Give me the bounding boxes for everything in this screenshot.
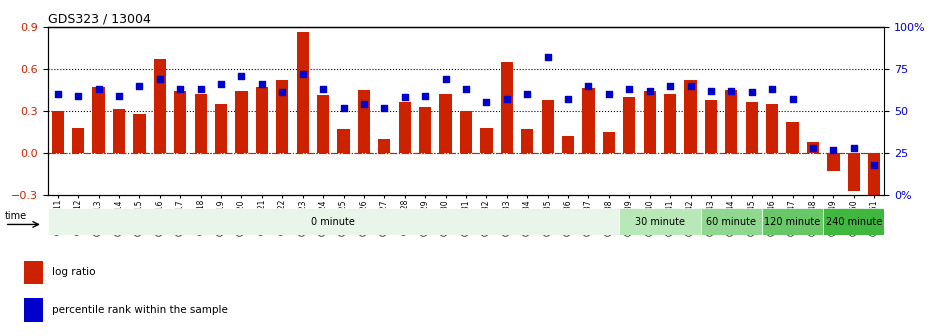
Bar: [398, 102, 411, 153]
Point: [295, 71, 310, 77]
Point: [744, 90, 759, 95]
Bar: [847, 153, 860, 191]
Bar: [358, 90, 370, 153]
Point: [663, 83, 678, 88]
Bar: [582, 88, 594, 153]
Bar: [72, 128, 85, 153]
Point: [765, 86, 780, 92]
Point: [213, 81, 228, 87]
Point: [642, 88, 657, 93]
Bar: [419, 107, 432, 153]
Bar: [297, 33, 309, 153]
Bar: [746, 102, 758, 153]
Bar: [154, 59, 165, 153]
Bar: [439, 94, 452, 153]
Bar: [51, 111, 64, 153]
Bar: [827, 153, 840, 171]
Point: [234, 73, 249, 78]
Point: [132, 83, 147, 88]
Bar: [868, 153, 881, 198]
Point: [70, 93, 86, 98]
Point: [458, 86, 474, 92]
FancyBboxPatch shape: [824, 208, 884, 235]
Bar: [500, 62, 513, 153]
Point: [683, 83, 698, 88]
Bar: [480, 128, 493, 153]
Point: [846, 145, 862, 151]
Point: [275, 90, 290, 95]
Point: [601, 91, 616, 97]
FancyBboxPatch shape: [762, 208, 824, 235]
Point: [438, 76, 454, 82]
Bar: [786, 122, 799, 153]
Bar: [235, 91, 247, 153]
Text: time: time: [5, 211, 27, 221]
Point: [866, 162, 882, 167]
Point: [499, 96, 514, 102]
Text: 120 minute: 120 minute: [765, 217, 821, 227]
Text: log ratio: log ratio: [52, 267, 96, 277]
Text: 30 minute: 30 minute: [635, 217, 685, 227]
Bar: [603, 132, 615, 153]
FancyBboxPatch shape: [701, 208, 762, 235]
Point: [478, 100, 494, 105]
Point: [377, 105, 392, 110]
Point: [622, 86, 637, 92]
Bar: [92, 87, 105, 153]
Bar: [215, 104, 227, 153]
Text: 0 minute: 0 minute: [311, 217, 356, 227]
Bar: [726, 90, 737, 153]
Bar: [317, 95, 329, 153]
Bar: [664, 94, 676, 153]
Point: [417, 93, 433, 98]
Point: [540, 54, 555, 60]
Bar: [276, 80, 288, 153]
Point: [825, 147, 841, 152]
Bar: [195, 94, 206, 153]
Point: [336, 105, 351, 110]
Point: [152, 76, 167, 82]
Point: [111, 93, 126, 98]
Point: [704, 88, 719, 93]
Point: [398, 95, 413, 100]
Bar: [133, 114, 146, 153]
Bar: [113, 110, 126, 153]
Point: [805, 145, 821, 151]
Point: [519, 91, 534, 97]
Bar: [541, 100, 553, 153]
Point: [785, 96, 800, 102]
Point: [581, 83, 596, 88]
FancyBboxPatch shape: [48, 208, 619, 235]
Point: [724, 88, 739, 93]
Bar: [623, 97, 635, 153]
Bar: [767, 104, 778, 153]
Bar: [460, 111, 472, 153]
Bar: [806, 142, 819, 153]
Bar: [705, 100, 717, 153]
Bar: [685, 80, 697, 153]
Point: [560, 96, 575, 102]
Text: 60 minute: 60 minute: [707, 217, 756, 227]
Text: percentile rank within the sample: percentile rank within the sample: [52, 305, 228, 314]
Bar: [378, 139, 391, 153]
Bar: [338, 129, 350, 153]
Bar: [24, 298, 43, 322]
Bar: [521, 129, 534, 153]
Bar: [256, 87, 268, 153]
Point: [173, 86, 188, 92]
Bar: [24, 261, 43, 284]
Bar: [644, 91, 656, 153]
Point: [357, 101, 372, 107]
Bar: [174, 91, 186, 153]
Bar: [562, 136, 574, 153]
FancyBboxPatch shape: [619, 208, 701, 235]
Point: [254, 81, 269, 87]
Point: [316, 86, 331, 92]
Text: 240 minute: 240 minute: [825, 217, 882, 227]
Point: [50, 91, 66, 97]
Text: GDS323 / 13004: GDS323 / 13004: [48, 13, 150, 26]
Point: [193, 86, 208, 92]
Point: [91, 86, 107, 92]
